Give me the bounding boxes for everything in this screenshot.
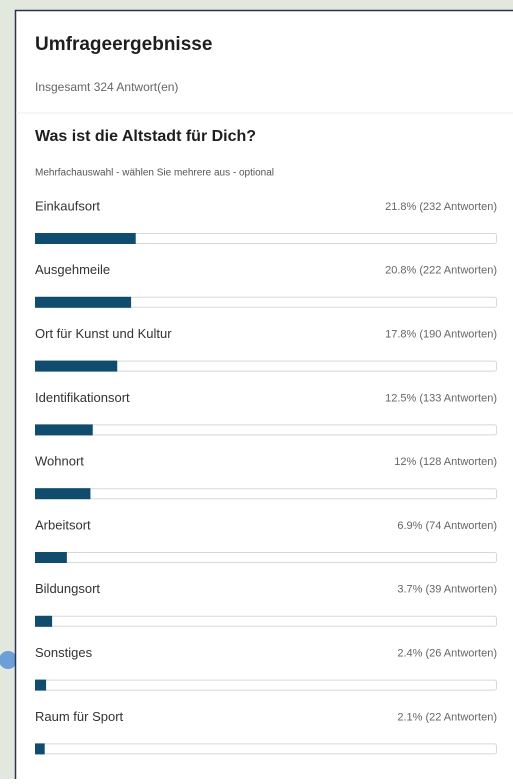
option-label: Sonstiges (35, 645, 93, 660)
question-title: Was ist die Altstadt für Dich? (35, 128, 256, 145)
option-result: 3.7% (39 Antworten) (397, 584, 497, 596)
bar (35, 743, 45, 754)
option-result: 20.8% (222 Antworten) (385, 265, 497, 277)
option-label: Einkaufsort (35, 198, 100, 213)
bar-track (36, 553, 497, 563)
bar-track (36, 489, 497, 499)
bar (35, 361, 117, 372)
option-label: Ausgehmeile (35, 262, 110, 277)
question-hint: Mehrfachauswahl - wählen Sie mehrere aus… (35, 168, 274, 179)
option-result: 12% (128 Antworten) (394, 456, 497, 468)
option-label: Identifikationsort (35, 390, 130, 405)
bar (35, 616, 52, 627)
bar-track (36, 616, 497, 626)
option-result: 21.8% (232 Antworten) (385, 201, 497, 213)
option-label: Wohnort (35, 454, 84, 469)
bar (35, 680, 46, 691)
option-label: Raum für Sport (35, 709, 124, 724)
option-result: 2.4% (26 Antworten) (397, 648, 497, 660)
bar (35, 488, 90, 499)
option-result: 6.9% (74 Antworten) (397, 520, 497, 532)
option-label: Ort für Kunst und Kultur (35, 326, 172, 341)
bar (35, 552, 67, 563)
option-label: Arbeitsort (35, 517, 91, 532)
bar-track (36, 425, 497, 435)
bar (35, 424, 93, 435)
bar-track (36, 680, 497, 690)
option-result: 17.8% (190 Antworten) (385, 329, 497, 341)
option-result: 2.1% (22 Antworten) (397, 711, 497, 723)
panel-title: Umfrageergebnisse (35, 34, 212, 55)
bar-track (36, 744, 497, 754)
total-answers: Insgesamt 324 Antwort(en) (35, 80, 178, 94)
bar (35, 233, 136, 244)
bar (35, 297, 131, 308)
option-result: 12.5% (133 Antworten) (385, 392, 497, 404)
option-label: Bildungsort (35, 581, 100, 596)
